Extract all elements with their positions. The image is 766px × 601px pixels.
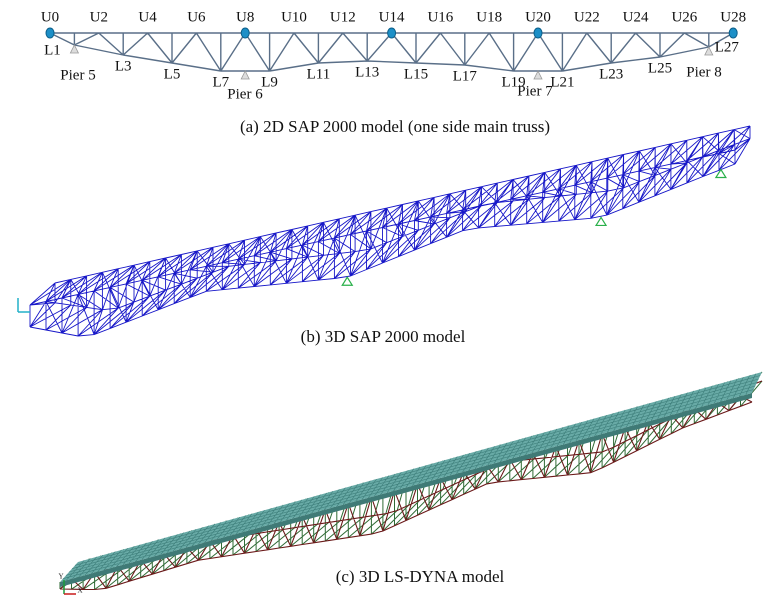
top-node-label: U12	[330, 9, 356, 25]
top-node-label: U10	[281, 9, 307, 25]
top-node-label: U24	[623, 9, 649, 25]
bottom-node-label: L3	[115, 58, 132, 74]
axis-label: Y	[58, 573, 63, 581]
node-dot	[46, 28, 54, 38]
bottom-node-label: L9	[261, 74, 278, 90]
pier-label: Pier 6	[227, 86, 263, 102]
node-dot	[534, 28, 542, 38]
deck-edge	[60, 393, 752, 587]
axis-mark	[18, 298, 30, 312]
pier-support	[241, 71, 249, 79]
figure: (a) 2D SAP 2000 model (one side main tru…	[0, 0, 766, 601]
top-node-label: U16	[427, 9, 453, 25]
axis-label: X	[77, 587, 82, 595]
pier-label: Pier 5	[60, 67, 95, 83]
top-node-label: U6	[187, 9, 206, 25]
bottom-node-label: L5	[164, 66, 181, 82]
top-node-label: U0	[41, 9, 59, 25]
truss-2d	[50, 33, 733, 71]
top-node-label: U2	[90, 9, 108, 25]
pier-label: Pier 7	[517, 83, 553, 99]
top-node-label: U20	[525, 9, 551, 25]
bottom-node-label: L1	[44, 42, 61, 58]
caption-c: (c) 3D LS-DYNA model	[336, 567, 505, 586]
support-mark	[596, 217, 606, 225]
caption-b: (b) 3D SAP 2000 model	[301, 327, 466, 346]
bottom-node-label: L27	[715, 39, 740, 55]
bottom-node-label: L17	[453, 68, 478, 84]
caption-a: (a) 2D SAP 2000 model (one side main tru…	[240, 117, 550, 136]
bottom-node-label: L23	[599, 66, 623, 82]
bottom-node-label: L21	[550, 74, 574, 90]
pier-label: Pier 8	[686, 64, 721, 80]
bottom-node-label: L25	[648, 60, 672, 76]
top-node-label: U22	[574, 9, 600, 25]
top-node-label: U14	[379, 9, 405, 25]
bottom-node-label: L11	[307, 66, 331, 82]
node-dot	[388, 28, 396, 38]
node-dot	[241, 28, 249, 38]
support-mark	[342, 277, 352, 285]
top-node-label: U18	[476, 9, 502, 25]
bottom-node-label: L13	[355, 64, 379, 80]
wireframe-3d	[30, 126, 750, 336]
top-node-label: U28	[720, 9, 746, 25]
node-dot	[729, 28, 737, 38]
bottom-node-label: L15	[404, 66, 428, 82]
top-node-label: U26	[671, 9, 697, 25]
top-node-label: U8	[236, 9, 254, 25]
pier-support	[534, 71, 542, 79]
top-node-label: U4	[138, 9, 157, 25]
